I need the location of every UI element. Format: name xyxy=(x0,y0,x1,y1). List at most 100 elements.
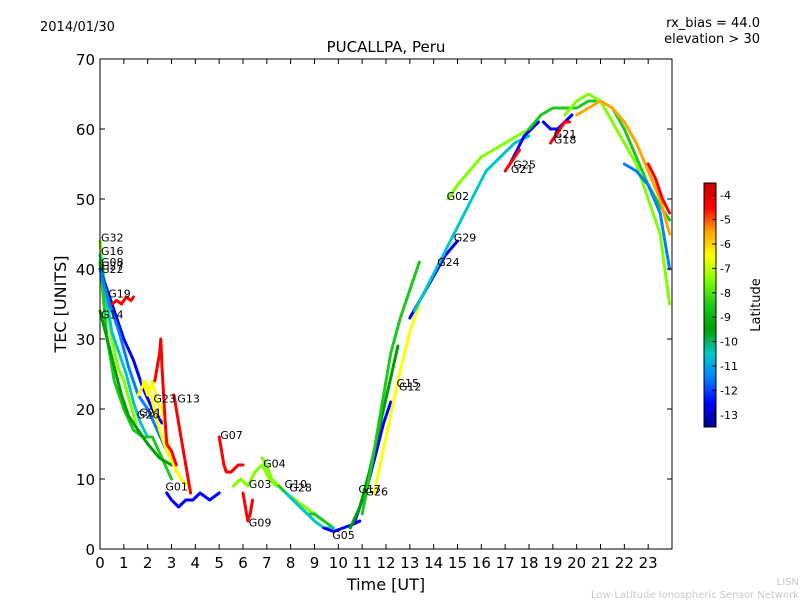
satellite-label: G15 xyxy=(397,377,420,390)
x-axis: 0 1 2 3 4 5 6 7 8 9 10 11 12 13 14 15 16 17 18 19 20 21 22 23 xyxy=(95,59,658,572)
satellite-label: G01 xyxy=(165,481,188,494)
series-g21-line xyxy=(136,379,190,488)
x-tick-label: 11 xyxy=(353,554,372,572)
x-tick-label: 15 xyxy=(448,554,467,572)
satellite-label: G18 xyxy=(554,134,577,147)
series-g03-line xyxy=(232,463,278,488)
footer-lisn: LISN xyxy=(777,577,799,588)
x-tick-label: 23 xyxy=(639,554,658,572)
colorbar-tick-label: -6 xyxy=(720,238,731,251)
series-g05-line xyxy=(322,519,362,533)
x-tick-label: 10 xyxy=(329,554,348,572)
x-tick-label: 2 xyxy=(143,554,153,572)
series-g09-line xyxy=(241,491,254,523)
y-tick-label: 70 xyxy=(76,51,95,69)
satellite-label: G10 xyxy=(285,478,308,491)
plot-data xyxy=(98,92,672,533)
elevation-label: elevation > 30 xyxy=(664,32,760,47)
series-g27-line xyxy=(98,267,164,425)
series-g20-line xyxy=(563,92,672,306)
satellite-label: G21 xyxy=(511,163,534,176)
series-g14-line xyxy=(98,309,173,467)
series-g18-line xyxy=(549,120,571,145)
x-tick-label: 14 xyxy=(424,554,443,572)
footer-network: Low-Latitude Ionospheric Sensor Network xyxy=(591,590,799,600)
satellite-label: G23 xyxy=(153,393,176,406)
series-g12-line xyxy=(372,302,421,495)
satellite-label: G22 xyxy=(101,263,124,276)
date-label: 2014/01/30 xyxy=(40,20,115,35)
x-tick-label: 20 xyxy=(567,554,586,572)
x-tick-label: 19 xyxy=(543,554,562,572)
satellite-label: G28 xyxy=(289,481,312,494)
satellite-label: G07 xyxy=(220,429,243,442)
y-tick-label: 10 xyxy=(76,471,95,489)
colorbar-tick-label: -11 xyxy=(720,360,738,373)
y-axis-label: TEC [UNITS] xyxy=(51,256,70,354)
colorbar-tick-label: -12 xyxy=(720,384,738,397)
satellite-label: G17 xyxy=(358,483,381,496)
x-tick-label: 21 xyxy=(591,554,610,572)
y-tick-label: 60 xyxy=(76,121,95,139)
x-tick-label: 6 xyxy=(238,554,248,572)
x-axis-label: Time [UT] xyxy=(346,575,425,594)
satellite-label: G26 xyxy=(137,409,160,422)
series-g21b-line xyxy=(503,148,521,173)
colorbar-tick-label: -8 xyxy=(720,287,731,300)
colorbar-tick-label: -5 xyxy=(720,214,731,227)
satellite-label: G21 xyxy=(139,407,162,420)
colorbar-tick-label: -10 xyxy=(720,336,738,349)
x-tick-label: 7 xyxy=(262,554,272,572)
series-g02-line xyxy=(446,127,531,201)
colorbar-label: Latitude xyxy=(749,278,764,332)
rx-bias-label: rx_bias = 44.0 xyxy=(666,16,760,31)
x-tick-label: 17 xyxy=(496,554,515,572)
y-tick-label: 0 xyxy=(85,541,95,559)
satellite-label: G04 xyxy=(263,458,286,471)
series-g21c-line xyxy=(541,113,574,131)
satellite-label: G19 xyxy=(108,288,131,301)
x-tick-label: 8 xyxy=(286,554,296,572)
satellite-label: G25 xyxy=(513,159,536,172)
plot-frame xyxy=(99,58,673,550)
satellite-label: G21 xyxy=(554,128,577,141)
chart-title: PUCALLPA, Peru xyxy=(327,38,446,56)
x-tick-label: 22 xyxy=(615,554,634,572)
series-g01-line xyxy=(165,491,221,509)
x-tick-label: 18 xyxy=(519,554,538,572)
y-tick-label: 40 xyxy=(76,261,95,279)
colorbar-ticks: -4 -5 -6 -7 -8 -9 -10 -11 -12 -13 xyxy=(712,189,738,422)
x-tick-label: 9 xyxy=(310,554,320,572)
satellite-label: G26 xyxy=(366,486,389,499)
series-g23-line xyxy=(153,337,178,467)
satellite-label: G14 xyxy=(101,309,124,322)
y-axis: 0 10 20 30 40 50 60 70 xyxy=(76,51,672,559)
satellite-label: G24 xyxy=(437,256,460,269)
satellite-label: G05 xyxy=(332,529,355,542)
satellite-label: G27 xyxy=(101,260,124,273)
satellite-label: G13 xyxy=(177,393,200,406)
y-tick-label: 50 xyxy=(76,191,95,209)
satellite-label: G16 xyxy=(101,245,124,258)
x-tick-label: 16 xyxy=(472,554,491,572)
colorbar-tick-label: -13 xyxy=(720,409,738,422)
series-g26b-line xyxy=(348,344,400,530)
x-tick-label: 3 xyxy=(167,554,177,572)
series-g19-line xyxy=(110,295,135,306)
colorbar-tick-label: -7 xyxy=(720,262,731,275)
x-tick-label: 0 xyxy=(95,554,105,572)
series-g29-line xyxy=(413,134,531,313)
satellite-label: G12 xyxy=(399,381,422,394)
x-tick-label: 13 xyxy=(400,554,419,572)
series-g30-line xyxy=(646,162,672,215)
series-g16-line xyxy=(98,253,150,439)
series-g07-line xyxy=(217,435,245,474)
satellite-label: G03 xyxy=(249,478,272,491)
series-g22-line xyxy=(98,267,169,453)
series-g13-line xyxy=(172,393,193,495)
satellite-label: G08 xyxy=(101,256,124,269)
series-g11-line xyxy=(575,99,672,236)
y-tick-label: 30 xyxy=(76,331,95,349)
